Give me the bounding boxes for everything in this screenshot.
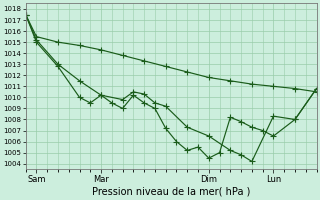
- X-axis label: Pression niveau de la mer( hPa ): Pression niveau de la mer( hPa ): [92, 187, 250, 197]
